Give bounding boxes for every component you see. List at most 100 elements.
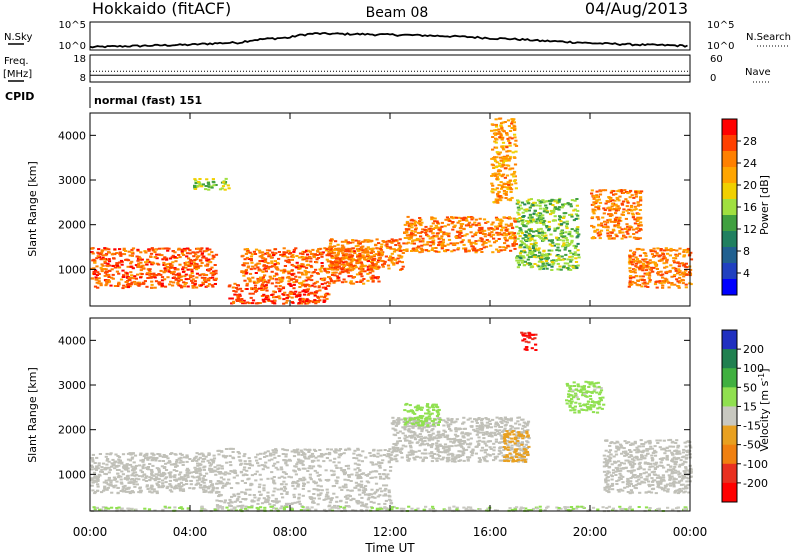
power-scatter-cell [376,277,380,280]
velocity-scatter-cell [333,504,337,507]
velocity-scatter-cell [237,452,241,455]
power-scatter-cell [464,224,469,227]
power-scatter-cell [606,200,610,203]
power-scatter-cell [465,233,469,236]
velocity-scatter-cell [122,467,126,470]
power-scatter-cell [522,242,526,245]
power-scatter-cell [684,248,688,251]
velocity-scatter-cell [310,467,314,470]
velocity-scatter-cell [319,479,323,482]
power-scatter-cell [638,267,642,270]
power-scatter-cell [523,208,527,211]
power-scatter-cell [632,253,636,256]
velocity-scatter-cell [138,487,142,490]
velocity-scatter-cell [334,448,338,451]
velocity-scatter-cell [150,474,154,476]
velocity-scatter-cell [310,459,315,462]
power-scatter-cell [609,198,613,200]
power-scatter-cell [316,296,320,299]
velocity-scatter-cell [292,496,296,499]
power-scatter-cell [511,243,515,246]
power-scatter-cell [648,274,652,277]
power-scatter-cell [603,220,607,223]
velocity-scatter-cell [181,461,185,464]
power-scatter-cell [371,263,375,266]
power-scatter-cell [495,187,499,190]
power-scatter-cell [606,232,610,235]
power-scatter-cell [636,201,640,204]
power-scatter-cell [277,287,281,290]
power-scatter-cell [125,283,130,286]
velocity-scatter-cell [295,463,299,466]
velocity-scatter-cell [526,429,530,432]
power-scatter-cell [684,286,688,289]
velocity-scatter-cell [155,476,159,479]
power-scatter-cell [212,256,216,258]
power-scatter-cell [511,151,515,154]
power-scatter-cell [639,198,643,201]
power-scatter-cell [631,280,635,283]
velocity-scatter-cell [199,474,203,477]
power-scatter-cell [119,253,123,256]
power-scatter-cell [576,228,580,231]
power-scatter-cell [202,278,207,281]
velocity-scatter-cell [173,476,177,479]
velocity-scatter-cell [360,473,364,476]
power-scatter-cell [340,281,345,284]
velocity-scatter-cell [192,476,196,479]
velocity-scatter-cell [177,483,181,485]
velocity-scatter-cell [185,467,190,470]
velocity-scatter-cell [217,453,221,456]
velocity-scatter-cell [390,451,394,454]
power-scatter-cell [190,272,194,275]
power-scatter-cell [643,281,647,284]
power-scatter-cell [155,257,159,260]
velocity-scatter-cell [361,450,365,453]
velocity-scatter-cell [508,446,512,449]
power-scatter-cell [612,208,616,210]
velocity-scatter-cell [309,454,313,457]
power-scatter-cell [498,174,503,177]
power-scatter-cell [428,227,432,230]
power-scatter-cell [286,260,291,263]
power-scatter-cell [310,279,314,282]
power-scatter-cell [436,221,440,224]
velocity-scatter-cell [517,437,521,439]
velocity-scatter-cell [525,447,529,449]
velocity-scatter-cell [293,470,297,473]
power-scatter-cell [264,298,268,301]
power-scatter-cell [542,239,546,242]
velocity-scatter-cell [91,458,95,461]
power-scatter-cell [611,199,615,202]
power-scatter-cell [292,278,296,281]
power-scatter-cell [153,286,157,289]
power-scatter-cell [508,179,512,182]
power-scatter-cell [282,251,286,254]
power-scatter-cell [253,253,258,255]
power-scatter-cell [500,186,505,189]
power-scatter-cell [95,265,99,268]
power-scatter-cell [512,172,516,175]
power-scatter-cell [286,294,290,296]
power-scatter-cell [622,235,626,238]
power-scatter-cell [574,265,578,268]
power-scatter-cell [523,246,527,249]
power-scatter-cell [136,259,140,262]
power-scatter-cell [197,255,201,258]
velocity-scatter-cell [335,482,339,485]
power-scatter-cell [669,247,673,250]
velocity-scatter-cell [307,451,311,453]
power-scatter-cell [446,223,451,226]
velocity-scatter-cell [356,502,360,505]
velocity-scatter-cell [183,474,187,477]
power-scatter-cell [624,191,628,193]
power-scatter-cell [204,285,208,288]
power-scatter-cell [508,187,512,189]
velocity-scatter-cell [425,442,430,445]
power-scatter-cell [526,246,530,249]
velocity-scatter-cell [352,457,356,459]
power-scatter-cell [557,255,561,258]
power-scatter-cell [371,270,375,273]
velocity-scatter-cell [236,451,240,453]
power-scatter-cell [194,266,198,269]
